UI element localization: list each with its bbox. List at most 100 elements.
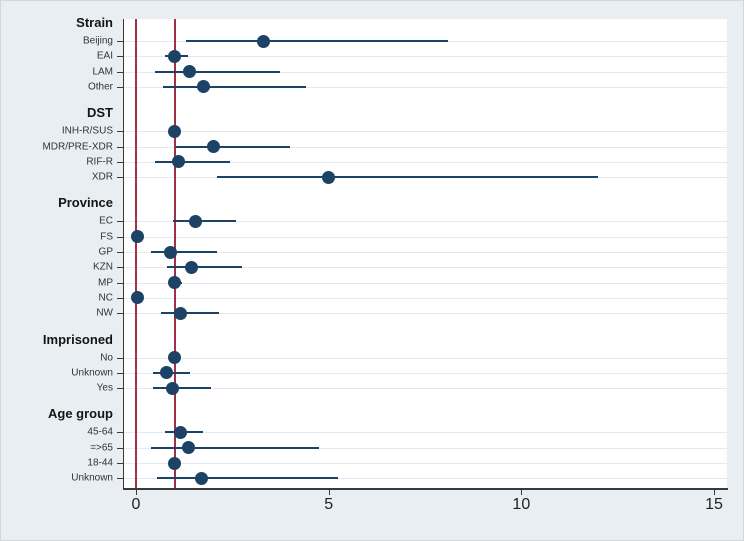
item-label: RIF-R <box>86 156 113 168</box>
y-tick <box>117 86 124 88</box>
ci-line <box>151 446 320 449</box>
item-label: KZN <box>93 261 113 273</box>
row-gridline <box>124 282 727 284</box>
y-tick <box>117 357 124 359</box>
ci-line <box>216 176 599 179</box>
group-header-label: DST <box>87 105 113 121</box>
x-tick <box>136 490 137 495</box>
item-label: Beijing <box>82 35 113 47</box>
item-label: Unknown <box>71 472 113 484</box>
ci-line <box>172 220 237 223</box>
y-tick <box>117 313 124 315</box>
estimate-dot <box>206 140 220 153</box>
ci-line <box>186 40 449 42</box>
row-gridline <box>124 297 727 299</box>
item-label: NC <box>98 292 113 304</box>
estimate-dot <box>173 425 187 439</box>
y-tick <box>117 252 124 253</box>
x-tick-label: 10 <box>512 496 531 513</box>
item-label: 18-44 <box>87 457 113 469</box>
plot-area <box>124 19 727 488</box>
ci-line <box>161 312 219 315</box>
y-tick <box>117 56 124 58</box>
item-label: FS <box>100 231 113 243</box>
item-label: LAM <box>92 66 113 78</box>
y-tick <box>117 146 124 148</box>
row-gridline <box>124 357 727 359</box>
row-gridline <box>124 388 727 390</box>
item-label: Unknown <box>71 367 113 379</box>
estimate-dot <box>196 80 210 94</box>
y-tick <box>117 221 124 223</box>
row-gridline <box>124 447 727 449</box>
item-label: EC <box>99 215 113 227</box>
estimate-dot <box>166 381 180 395</box>
row-gridline <box>124 236 727 238</box>
ci-line <box>155 160 231 163</box>
y-tick <box>117 388 124 390</box>
estimate-dot <box>131 291 145 305</box>
item-label: 45-64 <box>87 426 113 438</box>
y-tick <box>117 432 124 434</box>
item-label: EAI <box>96 50 113 62</box>
estimate-dot <box>164 245 178 259</box>
estimate-dot <box>168 124 182 138</box>
ci-line <box>153 387 212 390</box>
item-label: Other <box>87 81 113 93</box>
row-gridline <box>124 432 727 434</box>
reference-line <box>135 19 137 488</box>
estimate-dot <box>160 366 174 380</box>
row-gridline <box>124 252 727 253</box>
row-gridline <box>124 221 727 223</box>
estimate-dot <box>195 471 208 485</box>
y-tick <box>117 161 124 163</box>
y-tick <box>117 478 124 480</box>
estimate-dot <box>168 49 182 63</box>
estimate-dot <box>185 260 199 274</box>
row-gridline <box>124 56 727 58</box>
y-tick <box>117 177 124 179</box>
y-tick <box>117 282 124 284</box>
row-gridline <box>124 478 727 480</box>
estimate-dot <box>183 65 197 79</box>
item-label: INH-R/SUS <box>61 125 113 137</box>
x-tick-label: 15 <box>705 496 723 513</box>
row-gridline <box>124 131 727 133</box>
row-gridline <box>124 86 727 88</box>
y-tick <box>117 297 124 299</box>
estimate-dot <box>256 34 270 48</box>
y-tick <box>117 41 124 42</box>
estimate-dot <box>168 351 182 364</box>
ci-line <box>157 477 339 480</box>
item-label: MDR/PRE-XDR <box>42 141 113 152</box>
group-header-label: Strain <box>76 14 113 30</box>
x-tick-label: 0 <box>131 496 141 513</box>
row-gridline <box>124 71 727 73</box>
group-header-label: Province <box>58 195 113 211</box>
estimate-dot <box>131 230 145 244</box>
group-header-label: Age group <box>48 406 113 422</box>
x-tick <box>328 490 330 495</box>
y-tick <box>117 463 124 464</box>
group-header-label: Imprisoned <box>42 331 113 347</box>
row-gridline <box>124 267 727 269</box>
ci-line <box>162 85 306 88</box>
item-label: No <box>100 352 113 363</box>
row-gridline <box>124 161 727 163</box>
ci-line <box>176 145 291 148</box>
x-axis-spine <box>123 488 728 490</box>
estimate-dot <box>168 276 182 290</box>
y-tick <box>117 447 124 449</box>
item-label: =>65 <box>90 442 113 454</box>
estimate-dot <box>173 306 187 320</box>
y-tick <box>117 236 124 238</box>
y-tick <box>117 71 124 73</box>
estimate-dot <box>171 155 185 169</box>
estimate-dot <box>322 170 336 184</box>
ci-line <box>155 70 281 73</box>
item-label: Yes <box>96 382 113 394</box>
item-label: NW <box>96 307 113 319</box>
y-axis-spine <box>123 19 124 489</box>
estimate-dot <box>168 456 182 470</box>
